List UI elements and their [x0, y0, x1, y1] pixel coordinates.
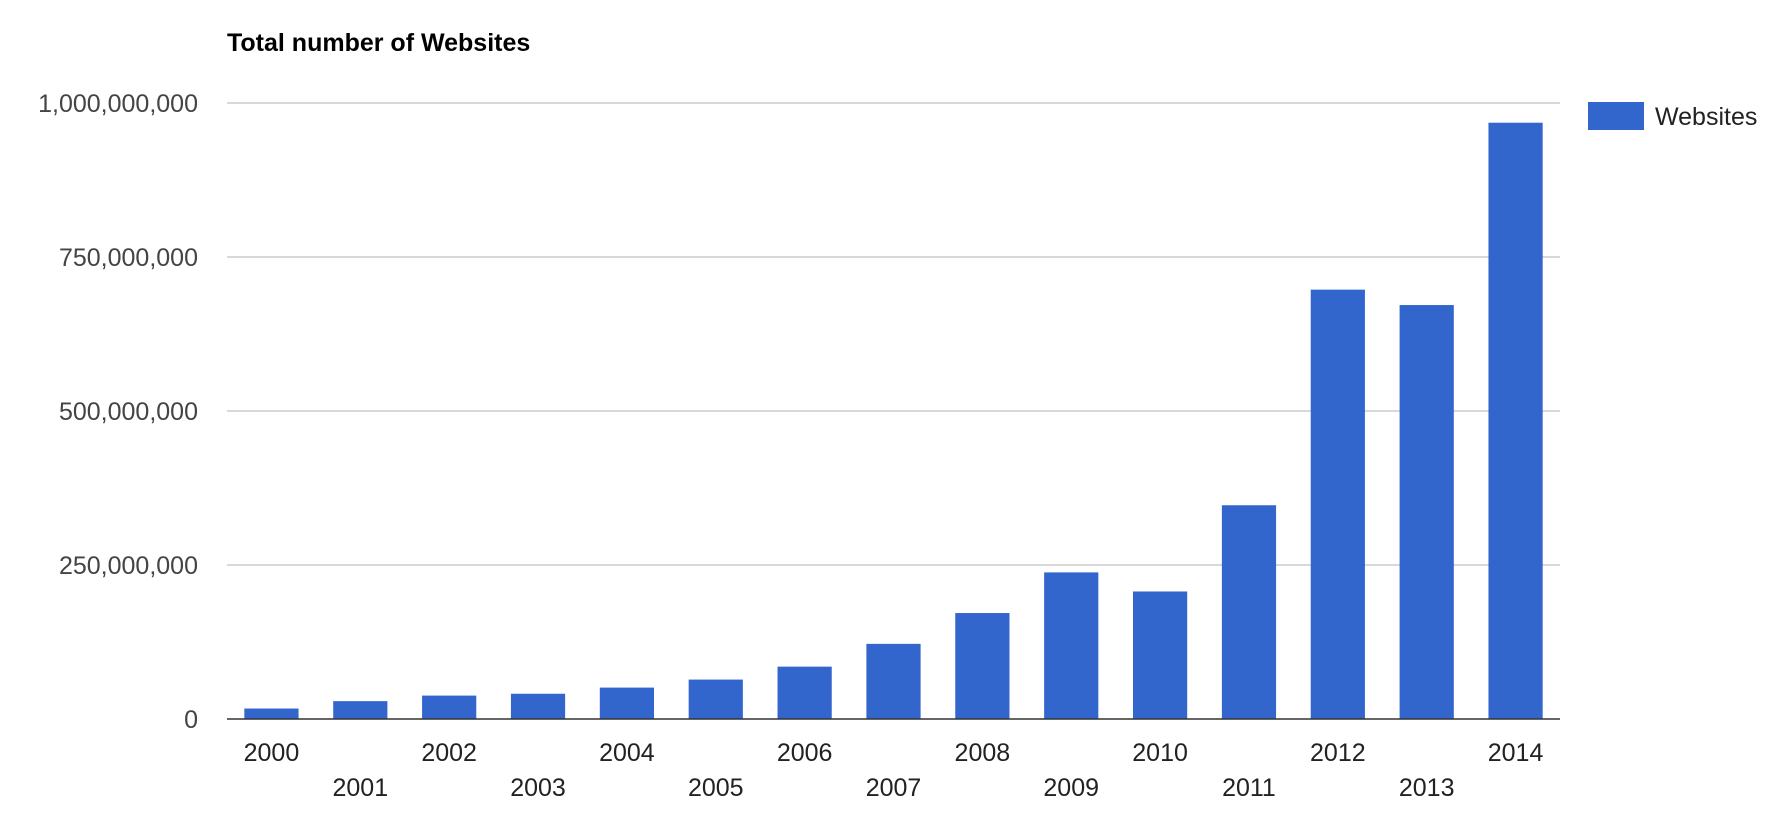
x-tick-label: 2009 — [1043, 774, 1099, 802]
y-axis-ticks: 0 250,000,000 500,000,000 750,000,000 1,000,… — [38, 90, 198, 734]
x-tick-label: 2010 — [1132, 739, 1188, 767]
x-tick-label: 2004 — [599, 739, 655, 767]
x-tick-label: 2002 — [421, 739, 477, 767]
bar-2003 — [510, 693, 566, 719]
bar-2013 — [1399, 305, 1454, 719]
y-tick-label: 750,000,000 — [59, 244, 198, 272]
bar-2008 — [955, 613, 1010, 719]
legend: Websites — [1588, 102, 1757, 131]
x-tick-label: 2001 — [332, 774, 388, 802]
y-tick-label: 250,000,000 — [59, 552, 198, 580]
x-tick-label: 2007 — [866, 774, 922, 802]
y-tick-label: 500,000,000 — [59, 398, 198, 426]
bar-2012 — [1310, 289, 1365, 719]
x-tick-label: 2005 — [688, 774, 744, 802]
x-tick-label: 2011 — [1222, 774, 1276, 802]
y-tick-label: 0 — [184, 706, 198, 734]
bar-2001 — [333, 701, 388, 719]
x-axis-ticks: 2000 2001 2002 2003 2004 2005 2006 2007 2008 2009… — [244, 739, 1544, 802]
x-tick-label: 2003 — [510, 774, 566, 802]
bar-2005 — [688, 679, 743, 719]
bars — [244, 122, 1543, 720]
bar-2009 — [1044, 572, 1099, 719]
bar-2004 — [599, 687, 655, 719]
bar-2000 — [244, 708, 299, 719]
x-tick-label: 2006 — [777, 739, 833, 767]
x-tick-label: 2014 — [1488, 739, 1544, 767]
x-tick-label: 2008 — [955, 739, 1011, 767]
x-tick-label: 2013 — [1399, 774, 1455, 802]
legend-swatch-websites — [1588, 102, 1644, 130]
legend-label-websites: Websites — [1655, 103, 1757, 131]
bar-2006 — [777, 666, 832, 719]
chart-title: Total number of Websites — [227, 29, 530, 57]
bar-2014 — [1488, 122, 1543, 720]
x-tick-label: 2000 — [244, 739, 300, 767]
y-tick-label: 1,000,000,000 — [38, 90, 198, 118]
x-tick-label: 2012 — [1310, 739, 1366, 767]
bar-2007 — [866, 643, 921, 719]
bar-2002 — [422, 695, 477, 719]
bar-2011 — [1221, 505, 1277, 719]
bar-2010 — [1132, 591, 1188, 719]
